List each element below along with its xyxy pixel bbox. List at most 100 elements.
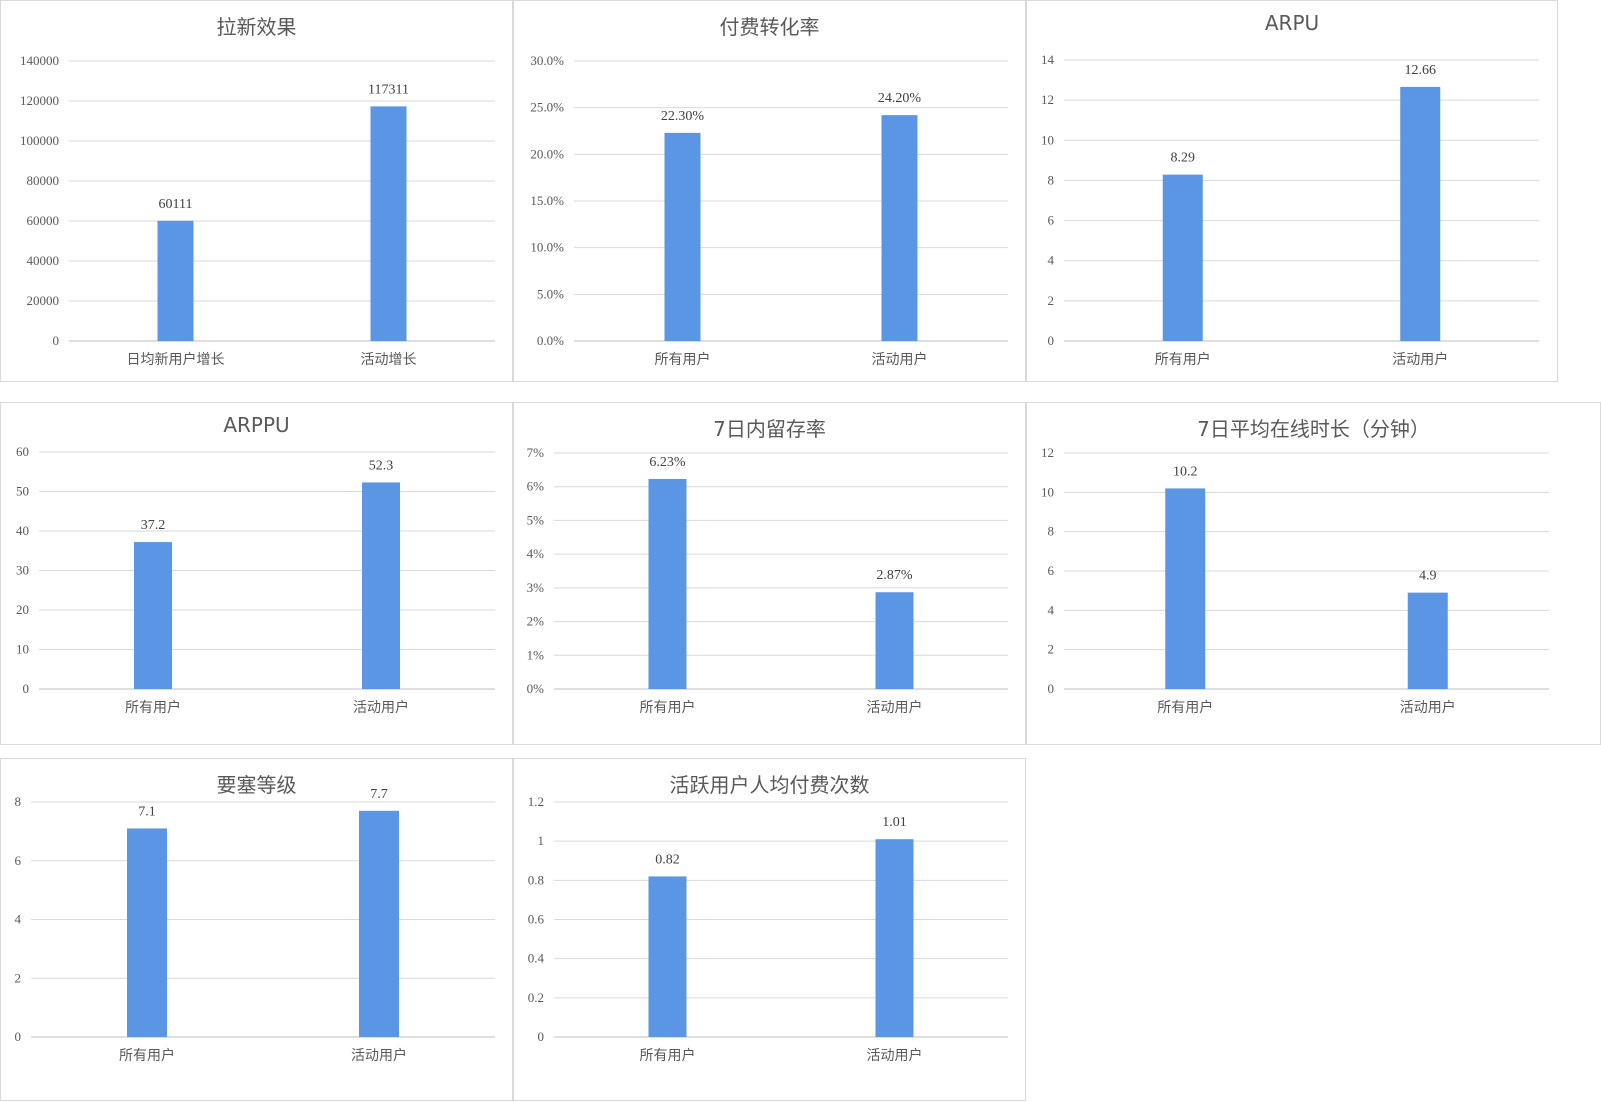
data-label: 37.2 [141,518,166,533]
y-tick-label: 12 [1041,445,1054,460]
y-tick-label: 20.0% [530,146,564,161]
category-label: 所有用户 [1157,699,1213,716]
category-label: 所有用户 [119,1047,175,1064]
y-tick-label: 30 [16,563,29,578]
y-tick-label: 1% [527,647,545,662]
y-tick-label: 12 [1041,92,1054,107]
chart-panel-new-users: 拉新效果 0 20000 40000 60000 80000 100000 120000 14… [0,0,513,382]
chart-plot: 0 0.2 0.4 0.6 0.8 1 1.2 0.82 所有用户 1.01 活动用户 [528,794,1008,1064]
y-tick-label: 20 [16,602,29,617]
y-tick-label: 0 [538,1029,545,1044]
y-tick-label: 7% [527,445,545,460]
y-tick-label: 140000 [20,53,59,68]
category-label: 活动用户 [1400,699,1456,716]
bar [875,839,914,1037]
data-label: 7.1 [138,804,156,819]
chart-plot: 0 2 4 6 8 7.1 所有用户 7.7 活动用户 [15,787,495,1064]
bar [875,592,914,689]
y-tick-label: 0.0% [537,333,564,348]
chart-plot: 0 2 4 6 8 10 12 14 8.29 所有用户 12.66 活动用户 [1041,52,1539,368]
data-label: 6.23% [649,455,686,470]
y-tick-label: 0 [15,1029,22,1044]
y-tick-label: 10 [1041,484,1054,499]
y-tick-label: 100000 [20,133,59,148]
chart-panel-online-time: 7日平均在线时长（分钟） 0 2 4 6 8 10 12 10.2 所有用户 4.9 活动用户 [1026,402,1601,745]
chart-title: 7日平均在线时长（分钟） [1197,417,1430,441]
chart-title: 要塞等级 [216,773,297,797]
y-tick-label: 8 [1048,172,1055,187]
category-label: 活动用户 [353,699,409,716]
y-tick-label: 60 [16,444,29,459]
y-tick-label: 40 [16,523,29,538]
data-label: 117311 [368,82,409,97]
y-tick-label: 5.0% [537,286,564,301]
y-tick-label: 25.0% [530,100,564,115]
y-tick-label: 4% [527,546,545,561]
chart-title: 活跃用户人均付费次数 [669,773,870,797]
y-tick-label: 1.2 [528,794,544,809]
y-tick-label: 3% [527,580,545,595]
y-tick-label: 10 [1041,132,1054,147]
chart-plot: 0 2 4 6 8 10 12 10.2 所有用户 4.9 活动用户 [1041,445,1549,716]
bar [362,482,400,689]
chart-panel-7day-retention: 7日内留存率 0% 1% 2% 3% 4% 5% 6% 7% 6.23% 所有用户 2.87% 活动用… [513,402,1026,745]
chart-plot: 0 20000 40000 60000 80000 100000 120000 140000 6… [20,53,495,368]
bar [1162,174,1203,341]
chart-panel-payments-per-user: 活跃用户人均付费次数 0 0.2 0.4 0.6 0.8 1 1.2 0.82 所有用户 1.01… [513,758,1026,1101]
y-tick-label: 0.4 [528,951,545,966]
chart-title: 付费转化率 [719,15,820,39]
data-label: 60111 [159,197,193,212]
chart-panel-arpu: ARPU 0 2 4 6 8 10 12 14 8.29 所有用户 12.66 活动用户 [1026,0,1558,382]
y-tick-label: 30.0% [530,53,564,68]
bar [1400,86,1441,341]
bar [1407,592,1448,689]
category-label: 所有用户 [1155,351,1211,368]
y-tick-label: 1 [538,833,545,848]
bar [664,132,701,341]
y-tick-label: 0.2 [528,990,544,1005]
category-label: 活动用户 [1392,351,1448,368]
category-label: 活动用户 [867,699,923,716]
y-tick-label: 4 [1048,602,1055,617]
y-tick-label: 40000 [27,253,60,268]
chart-panel-arppu: ARPPU 0 10 20 30 40 50 60 37.2 所有用户 52.3 活动用户 [0,402,513,745]
data-label: 4.9 [1419,569,1437,584]
y-tick-label: 60000 [27,213,60,228]
y-tick-label: 0 [1048,681,1055,696]
chart-title: ARPU [1264,11,1320,35]
chart-plot: 0.0% 5.0% 10.0% 15.0% 20.0% 25.0% 30.0% 22.30% 所… [530,53,1008,368]
chart-title: 7日内留存率 [713,417,826,441]
data-label: 1.01 [882,815,907,830]
y-tick-label: 0 [1048,333,1055,348]
category-label: 所有用户 [655,351,711,368]
data-label: 8.29 [1171,151,1196,166]
category-label: 活动用户 [351,1047,407,1064]
y-tick-label: 6 [15,853,22,868]
bar [648,478,687,689]
y-tick-label: 8 [15,794,22,809]
category-label: 日均新用户增长 [127,351,225,368]
category-label: 活动用户 [872,351,928,368]
data-label: 12.66 [1405,63,1437,78]
y-tick-label: 10 [16,642,29,657]
y-tick-label: 6% [527,479,545,494]
category-label: 所有用户 [640,1047,696,1064]
data-label: 52.3 [369,458,394,473]
y-tick-label: 5% [527,512,545,527]
y-tick-label: 0.6 [528,912,545,927]
y-tick-label: 6 [1048,563,1055,578]
chart-panel-fortress-level: 要塞等级 0 2 4 6 8 7.1 所有用户 7.7 活动用户 [0,758,513,1101]
bar [370,106,407,342]
chart-panel-conversion-rate: 付费转化率 0.0% 5.0% 10.0% 15.0% 20.0% 25.0% 30.0% 2… [513,0,1026,382]
y-tick-label: 14 [1041,52,1055,67]
category-label: 所有用户 [640,699,696,716]
y-tick-label: 20000 [27,293,60,308]
y-tick-label: 50 [16,484,29,499]
bar [648,876,687,1037]
chart-plot: 0% 1% 2% 3% 4% 5% 6% 7% 6.23% 所有用户 2.87% 活动用户 [527,445,1008,716]
data-label: 10.2 [1173,464,1198,479]
y-tick-label: 10.0% [530,240,564,255]
category-label: 所有用户 [125,699,181,716]
bar [157,220,194,341]
chart-plot: 0 10 20 30 40 50 60 37.2 所有用户 52.3 活动用户 [16,444,495,716]
